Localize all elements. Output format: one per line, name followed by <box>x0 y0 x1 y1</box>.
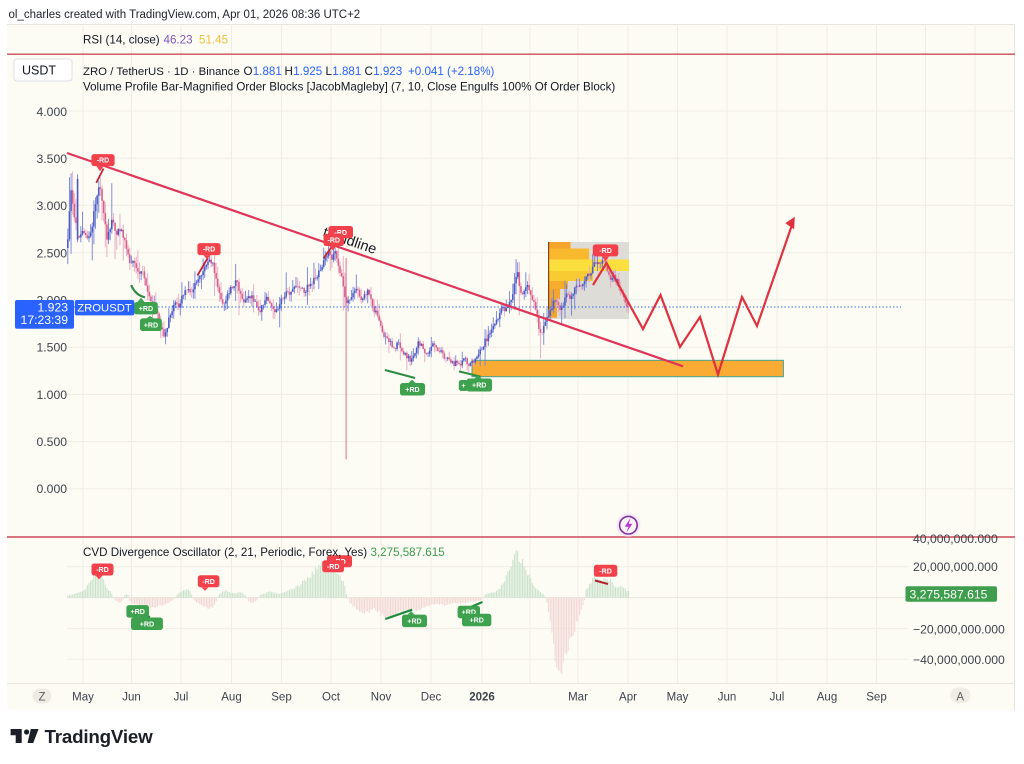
svg-text:4.000: 4.000 <box>37 105 68 119</box>
svg-text:51.45: 51.45 <box>199 33 228 46</box>
svg-text:+RD: +RD <box>131 608 145 616</box>
svg-text:May: May <box>667 692 689 704</box>
svg-text:CVD Divergence Oscillator (2,: CVD Divergence Oscillator (2, 21, Period… <box>83 546 367 559</box>
svg-text:May: May <box>72 692 94 704</box>
svg-text:2026: 2026 <box>469 692 495 704</box>
svg-text:Z: Z <box>38 692 45 704</box>
svg-text:20,000,000.000: 20,000,000.000 <box>913 560 998 574</box>
svg-text:−20,000,000.000: −20,000,000.000 <box>913 622 1005 636</box>
svg-text:Jul: Jul <box>174 692 189 704</box>
svg-text:+RD: +RD <box>462 609 476 617</box>
svg-text:17:23:39: 17:23:39 <box>21 313 69 327</box>
svg-text:-RD: -RD <box>202 578 215 586</box>
svg-text:+RD: +RD <box>405 386 419 394</box>
svg-text:1.925: 1.925 <box>293 65 322 78</box>
svg-text:3.000: 3.000 <box>37 199 68 213</box>
svg-text:3,275,587.615: 3,275,587.615 <box>910 588 988 602</box>
svg-text:A: A <box>956 692 964 704</box>
svg-text:RSI (14, close): RSI (14, close) <box>83 33 160 46</box>
svg-text:-RD: -RD <box>96 566 109 574</box>
svg-text:+: + <box>461 382 465 390</box>
svg-text:0.000: 0.000 <box>37 482 68 496</box>
svg-text:Nov: Nov <box>371 692 392 704</box>
svg-text:-RD: -RD <box>334 229 347 237</box>
svg-text:Oct: Oct <box>322 692 341 704</box>
svg-text:TradingView: TradingView <box>45 726 154 747</box>
svg-text:C: C <box>365 65 373 78</box>
svg-text:1.000: 1.000 <box>37 388 68 402</box>
svg-text:-RD: -RD <box>97 157 110 165</box>
svg-text:Volume Profile Bar-Magnified O: Volume Profile Bar-Magnified Order Block… <box>83 81 615 94</box>
svg-text:1.923: 1.923 <box>373 65 402 78</box>
svg-text:1.881: 1.881 <box>253 65 282 78</box>
svg-text:−40,000,000.000: −40,000,000.000 <box>913 653 1005 667</box>
svg-text:+RD: +RD <box>407 618 421 626</box>
svg-text:+0.041 (+2.18%): +0.041 (+2.18%) <box>408 65 495 78</box>
svg-text:ZRO / TetherUS · 1D · Binance: ZRO / TetherUS · 1D · Binance <box>83 66 240 78</box>
svg-text:0.500: 0.500 <box>37 435 68 449</box>
svg-text:46.23: 46.23 <box>164 33 193 46</box>
svg-text:O: O <box>244 65 253 78</box>
svg-text:-RD: -RD <box>599 567 612 575</box>
svg-text:Sep: Sep <box>271 692 291 704</box>
svg-text:+RD: +RD <box>140 620 154 628</box>
svg-text:USDT: USDT <box>22 64 56 78</box>
svg-text:Jul: Jul <box>770 692 785 704</box>
svg-text:Dec: Dec <box>421 692 442 704</box>
svg-text:Sep: Sep <box>866 692 886 704</box>
svg-text:3,275,587.615: 3,275,587.615 <box>371 546 445 559</box>
svg-text:-RD: -RD <box>327 237 340 245</box>
svg-text:Apr: Apr <box>619 692 637 704</box>
svg-text:ZROUSDT: ZROUSDT <box>77 303 132 315</box>
svg-text:3.500: 3.500 <box>37 152 68 166</box>
svg-text:2.500: 2.500 <box>37 246 68 260</box>
svg-text:-RD: -RD <box>327 563 340 571</box>
svg-text:H: H <box>285 65 293 78</box>
svg-text:-RD: -RD <box>599 247 612 255</box>
svg-text:+RD: +RD <box>139 305 153 313</box>
svg-text:Aug: Aug <box>221 692 241 704</box>
svg-text:1.881: 1.881 <box>332 65 361 78</box>
svg-text:L: L <box>326 65 333 78</box>
svg-text:Jun: Jun <box>122 692 141 704</box>
svg-text:Jun: Jun <box>718 692 737 704</box>
svg-text:+RD: +RD <box>469 617 483 625</box>
svg-text:Mar: Mar <box>568 692 588 704</box>
svg-text:+RD: +RD <box>144 321 158 329</box>
svg-text:ol_charles created with Tradin: ol_charles created with TradingView.com,… <box>9 9 361 21</box>
svg-text:1.500: 1.500 <box>37 341 68 355</box>
svg-text:Aug: Aug <box>817 692 837 704</box>
svg-text:-RD: -RD <box>203 246 216 254</box>
svg-text:1.923: 1.923 <box>38 301 69 315</box>
svg-text:+RD: +RD <box>472 382 486 390</box>
svg-text:40,000,000.000: 40,000,000.000 <box>913 532 998 546</box>
